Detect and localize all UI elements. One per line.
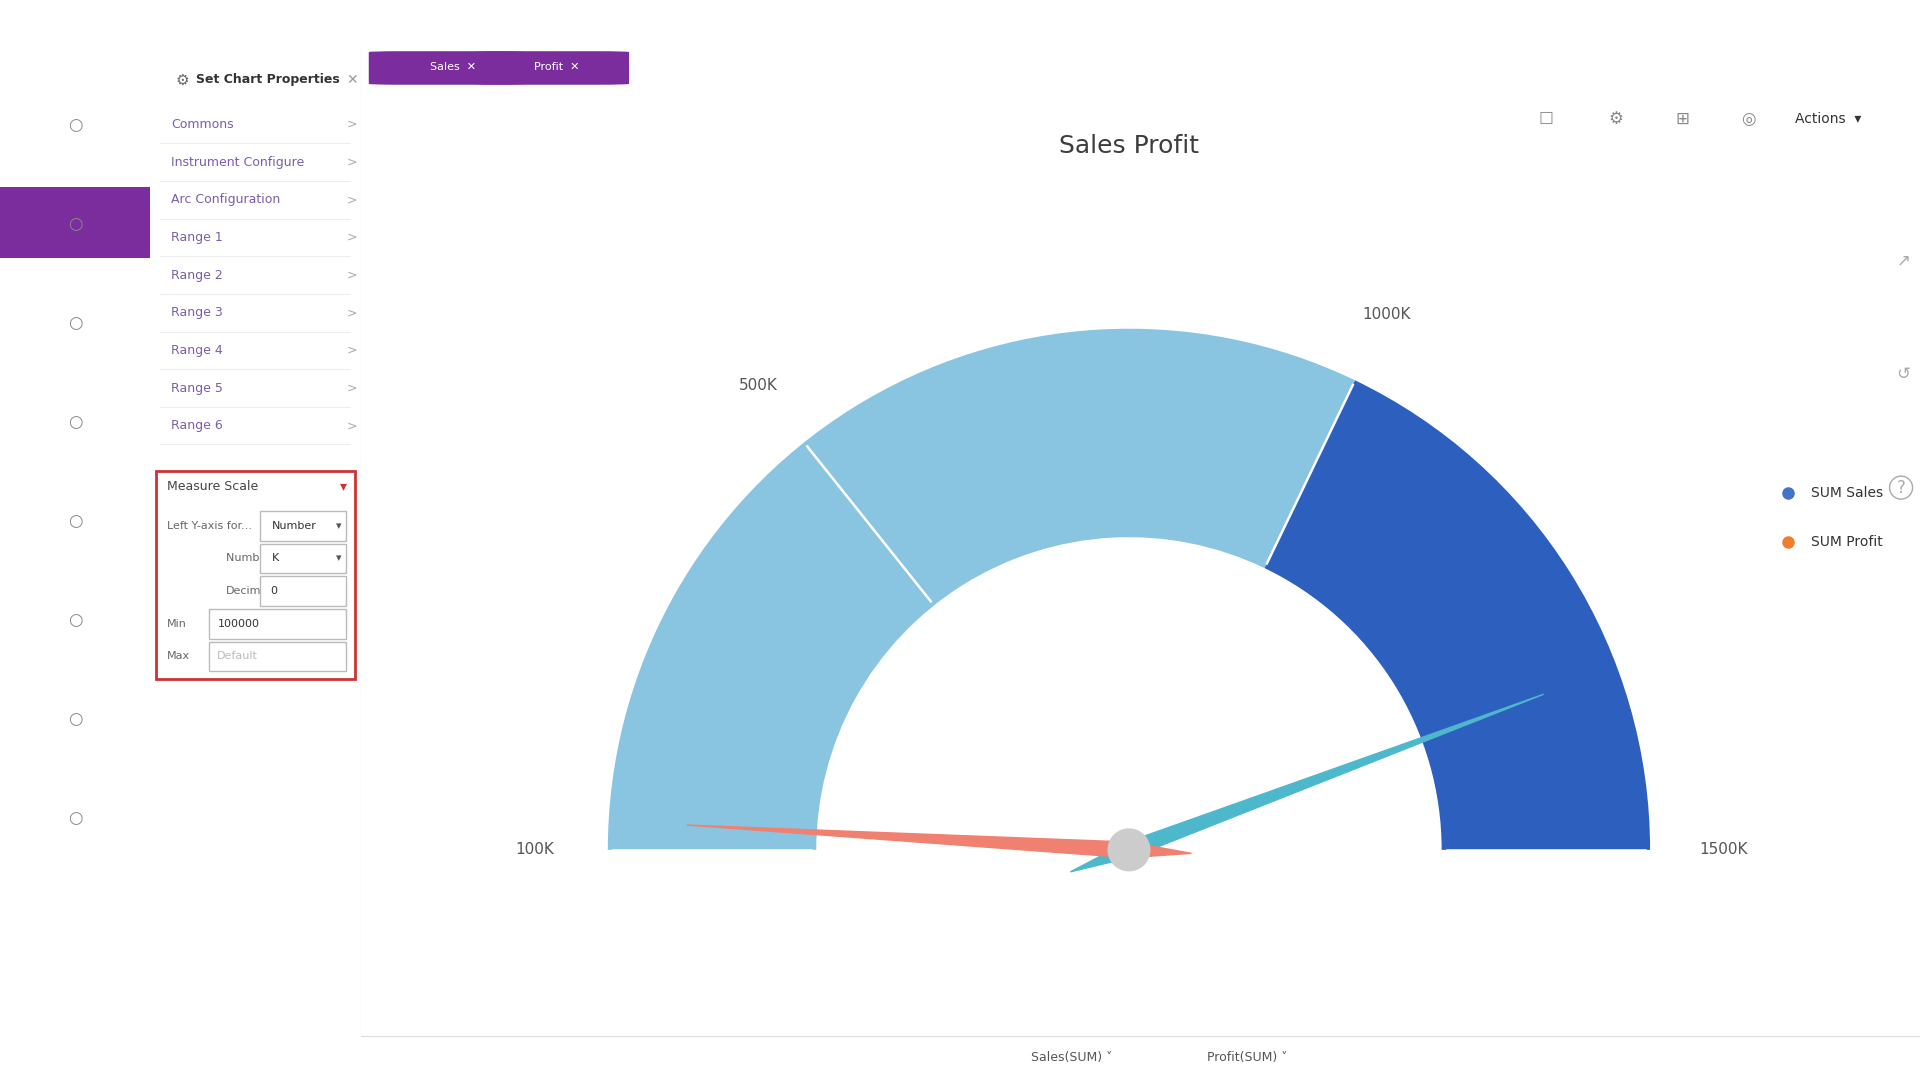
Text: ○: ○ [67,511,83,530]
Text: ○: ○ [67,710,83,728]
Text: Range 3: Range 3 [171,306,223,319]
Text: ☐: ☐ [1538,110,1553,128]
Text: ○: ○ [67,412,83,431]
Text: ◎: ◎ [1741,110,1755,128]
Text: Actions  ▾: Actions ▾ [1795,112,1862,126]
FancyBboxPatch shape [259,576,346,606]
Text: 100K: 100K [515,843,555,858]
Text: Range 4: Range 4 [171,344,223,357]
Text: ○: ○ [67,314,83,331]
Text: >: > [346,155,357,168]
Text: ▾: ▾ [336,521,342,531]
Text: Range 2: Range 2 [171,269,223,282]
Bar [156,472,355,680]
Text: ?: ? [1897,479,1905,496]
Text: ✕: ✕ [346,73,357,87]
Text: >: > [346,419,357,433]
Text: ▾: ▾ [340,479,348,493]
Text: ↗: ↗ [1897,251,1910,270]
Text: Arc Configuration: Arc Configuration [171,193,280,206]
Text: Help: Help [1747,16,1778,29]
Text: >: > [346,118,357,131]
Text: 500K: 500K [739,378,778,393]
Text: Range 5: Range 5 [171,382,223,395]
Wedge shape [1265,380,1649,850]
Text: ○: ○ [67,115,83,134]
Text: K: K [273,554,280,563]
Text: Decimal: Decimal [227,586,271,596]
Text: ○: ○ [67,215,83,233]
Text: ⊞: ⊞ [1676,110,1690,128]
Text: Instrument Configure: Instrument Configure [171,155,303,168]
Polygon shape [687,825,1192,858]
Text: ⚙: ⚙ [1609,110,1622,128]
Text: Default: Default [217,652,257,661]
Text: ↺: ↺ [1897,365,1910,383]
Text: Profit(SUM) ˅: Profit(SUM) ˅ [1187,1051,1288,1064]
Text: Sales(SUM) ˅: Sales(SUM) ˅ [1031,1051,1114,1064]
Text: ○: ○ [67,611,83,629]
Text: ▾: ▾ [336,554,342,563]
Text: Number: Number [273,521,317,531]
Text: >: > [346,231,357,244]
Text: Max: Max [167,652,190,661]
Text: >: > [346,193,357,206]
Text: Commons: Commons [171,118,234,131]
Text: 0: 0 [271,586,276,596]
Text: Measure Scale: Measure Scale [167,479,257,493]
Text: 1000K: 1000K [1363,308,1411,323]
Wedge shape [609,329,1356,850]
Bar [0,187,150,258]
Text: +: + [106,13,123,32]
Text: Min: Min [167,618,186,629]
Text: ◑  FOCUS: ◑ FOCUS [48,14,144,31]
Text: 🔍: 🔍 [382,62,390,74]
FancyBboxPatch shape [259,544,346,573]
Text: 100000: 100000 [217,618,259,629]
Polygon shape [1071,694,1544,872]
Text: Sales  ✕: Sales ✕ [430,63,476,72]
Text: 1500K: 1500K [1699,843,1747,858]
Text: >: > [346,306,357,319]
Text: SUM Profit: SUM Profit [1811,534,1882,548]
Text: SUM Sales: SUM Sales [1811,486,1884,500]
FancyBboxPatch shape [259,510,346,541]
Text: ●  DataFocus  ▾: ● DataFocus ▾ [1824,16,1920,29]
Text: Sales Profit: Sales Profit [1060,134,1198,159]
Text: Range 6: Range 6 [171,419,223,433]
Circle shape [1108,829,1150,871]
FancyBboxPatch shape [209,609,346,639]
FancyBboxPatch shape [369,51,524,85]
Text: ⚙: ⚙ [175,72,188,87]
Text: >: > [346,269,357,282]
Text: Set Chart Properties: Set Chart Properties [196,73,340,86]
Text: Range 1: Range 1 [171,231,223,244]
FancyBboxPatch shape [472,51,630,85]
Text: >: > [346,382,357,395]
FancyBboxPatch shape [209,642,346,671]
Text: Number ...: Number ... [227,554,284,563]
Text: ○: ○ [67,809,83,827]
Text: Left Y-axis for...: Left Y-axis for... [167,521,252,531]
Text: >: > [346,344,357,357]
Text: Profit  ✕: Profit ✕ [534,63,580,72]
